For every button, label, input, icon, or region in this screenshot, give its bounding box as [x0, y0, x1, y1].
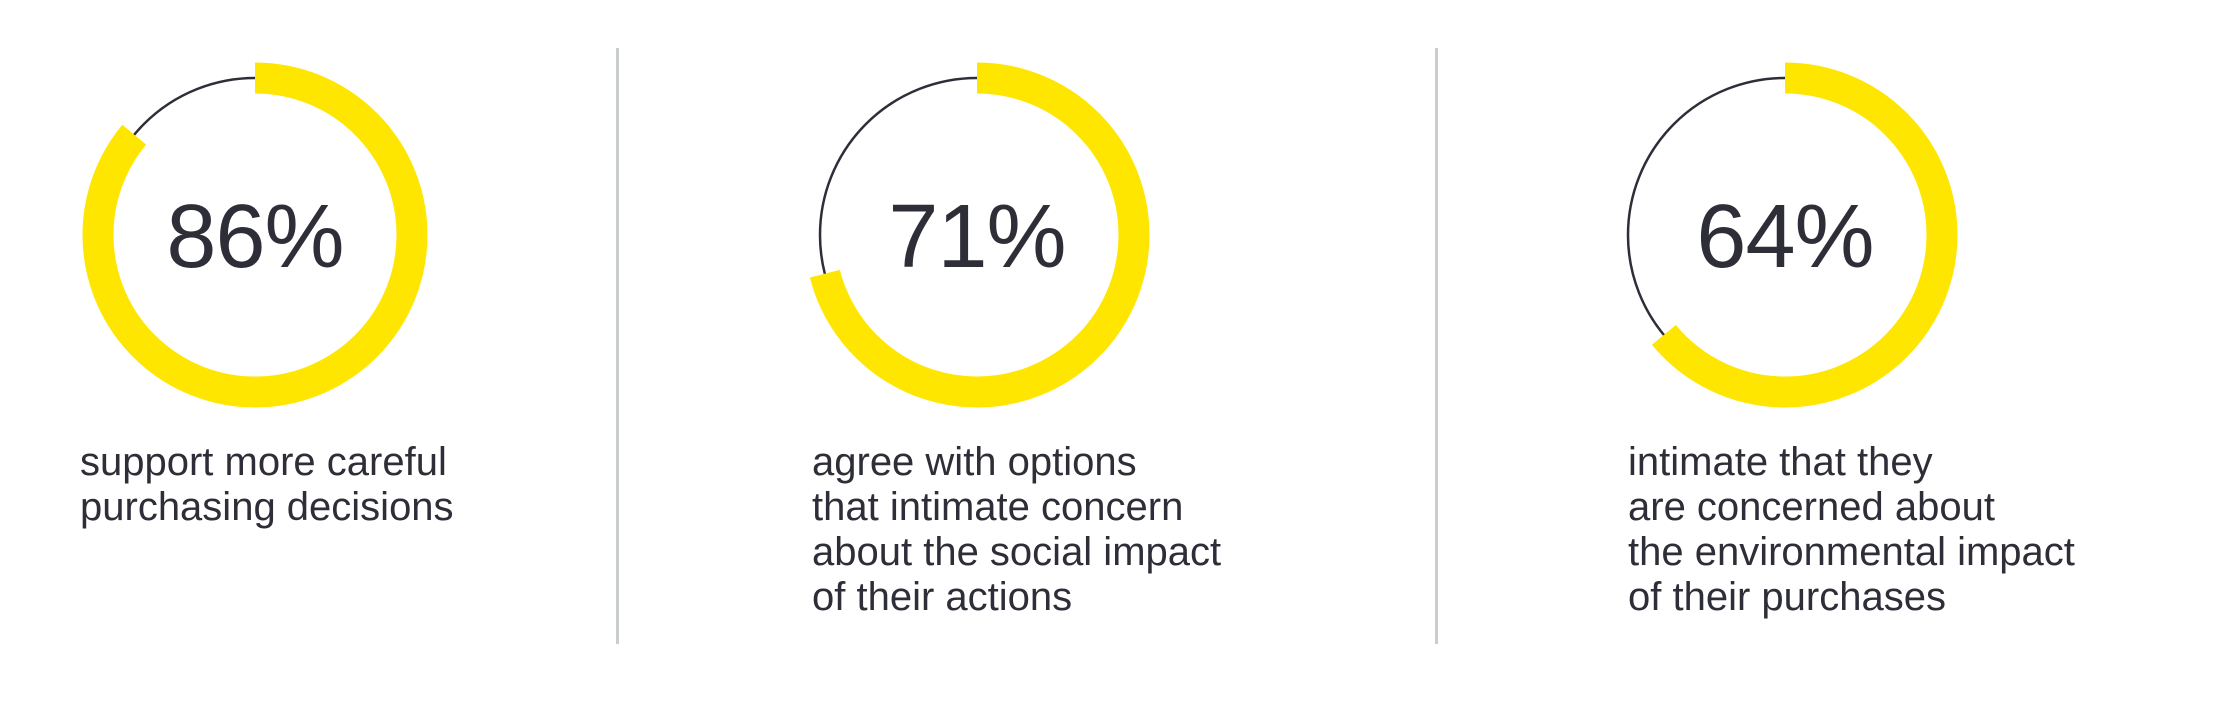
- stat-caption: agree with options that intimate concern…: [812, 440, 1221, 620]
- stat-caption-line: intimate that they: [1628, 440, 1933, 484]
- stat-caption-line: of their actions: [812, 575, 1073, 619]
- donut-percentage-label: 86%: [166, 186, 344, 287]
- stat-caption: support more careful purchasing decision…: [80, 440, 454, 530]
- panel-divider: [616, 48, 619, 644]
- donut-chart-svg: [1612, 62, 1958, 408]
- stat-caption-line: about the social impact: [812, 530, 1222, 574]
- donut-chart-71: 71%: [797, 55, 1157, 415]
- donut-percentage-label: 64%: [1696, 186, 1874, 287]
- donut-chart-86: 86%: [75, 55, 435, 415]
- stat-caption-line: the environmental impact: [1628, 530, 2075, 574]
- stat-caption-line: support more careful: [80, 440, 447, 484]
- stat-caption-line: are concerned about: [1628, 485, 1995, 529]
- donut-value-arc: [804, 62, 1150, 408]
- stat-caption-line: agree with options: [812, 440, 1137, 484]
- donut-value-arc: [82, 62, 428, 408]
- stat-caption-line: that intimate concern: [812, 485, 1184, 529]
- donut-chart-svg: [82, 62, 428, 408]
- donut-chart-64: 64%: [1605, 55, 1965, 415]
- stat-caption-line: of their purchases: [1628, 575, 1946, 619]
- stat-caption-line: purchasing decisions: [80, 485, 454, 529]
- donut-chart-svg: [804, 62, 1150, 408]
- donut-percentage-label: 71%: [888, 186, 1066, 287]
- stat-caption: intimate that they are concerned about t…: [1628, 440, 2075, 620]
- panel-divider: [1435, 48, 1438, 644]
- donut-value-arc: [1612, 62, 1958, 408]
